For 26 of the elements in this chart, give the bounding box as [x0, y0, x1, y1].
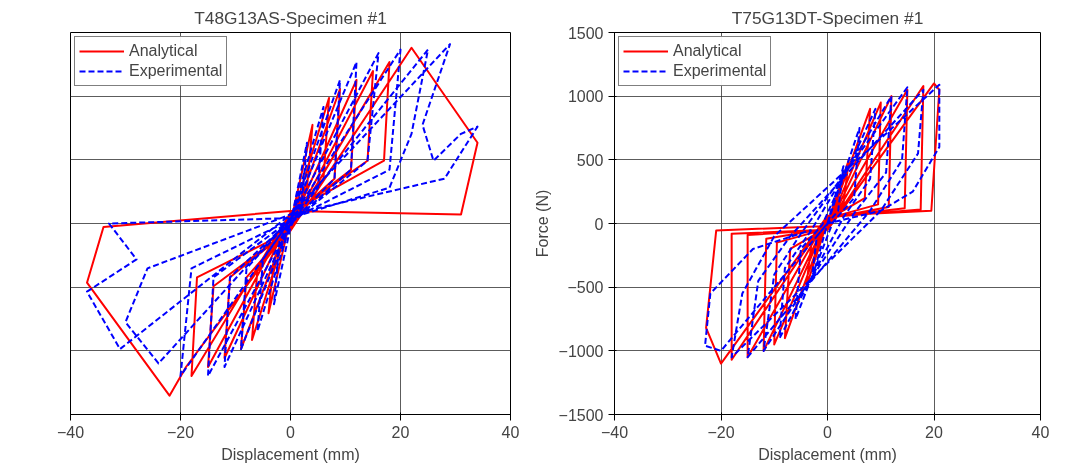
x-tick-label: 0 — [286, 423, 296, 441]
x-tick-label: 40 — [501, 423, 520, 441]
legend-label: Analytical — [129, 42, 198, 60]
chart-title: T48G13AS-Specimen #1 — [194, 7, 387, 28]
x-tick-label: −40 — [56, 423, 85, 441]
y-tick-label: 500 — [576, 151, 604, 169]
x-tick-label: 20 — [925, 423, 943, 441]
y-tick-label: 1500 — [567, 24, 604, 42]
y-tick-label: 1000 — [567, 88, 604, 106]
y-tick-label: −1500 — [558, 406, 604, 424]
y-axis-title: Force (N) — [533, 189, 551, 258]
x-axis-title: Displacement (mm) — [221, 445, 360, 463]
x-tick-label: 20 — [391, 423, 410, 441]
x-axis-title: Displacement (mm) — [758, 445, 897, 463]
x-tick-label: −20 — [166, 423, 195, 441]
chart-title: T75G13DT-Specimen #1 — [731, 7, 924, 28]
y-tick-label: −500 — [567, 279, 604, 297]
y-tick-label: −1000 — [558, 342, 604, 360]
legend-label: Experimental — [673, 62, 767, 80]
x-tick-label: 40 — [1031, 423, 1050, 441]
x-tick-label: −40 — [600, 423, 629, 441]
legend-label: Experimental — [129, 62, 223, 80]
legend-label: Analytical — [673, 42, 742, 60]
x-tick-label: 0 — [823, 423, 833, 441]
y-tick-label: 0 — [594, 215, 604, 233]
x-tick-label: −20 — [707, 423, 735, 441]
